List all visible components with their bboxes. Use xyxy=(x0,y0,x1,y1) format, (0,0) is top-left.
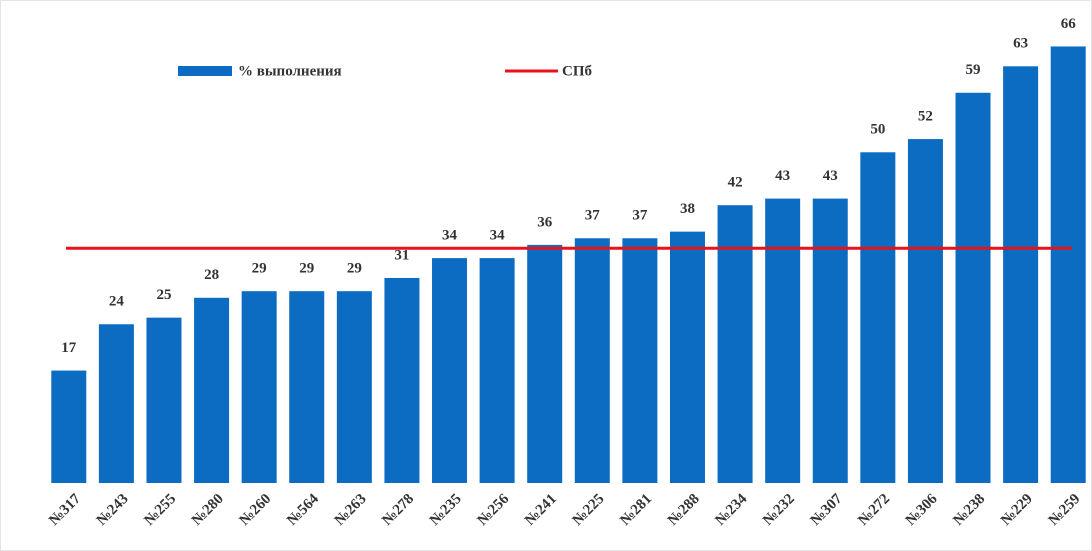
x-tick-label: №259 xyxy=(1046,491,1084,529)
data-label: 38 xyxy=(680,201,695,217)
data-label: 29 xyxy=(299,261,314,277)
x-tick-label: №564 xyxy=(284,491,322,529)
bar xyxy=(812,198,848,484)
bar xyxy=(479,258,515,483)
bar xyxy=(860,152,896,484)
x-tick-label: №306 xyxy=(903,491,941,529)
bar xyxy=(907,139,943,484)
data-label: 29 xyxy=(252,261,267,277)
data-label: 42 xyxy=(728,175,743,191)
x-tick-label: №307 xyxy=(808,491,846,529)
bar xyxy=(622,238,658,483)
data-label: 31 xyxy=(394,247,409,263)
x-tick-label: №280 xyxy=(189,491,227,529)
x-tick-label: №229 xyxy=(998,491,1036,529)
bar xyxy=(384,277,420,483)
x-tick-label: №234 xyxy=(712,491,750,529)
bar xyxy=(336,291,372,483)
legend-label: СПб xyxy=(562,63,592,79)
x-tick-label: №255 xyxy=(141,491,179,529)
data-label: 36 xyxy=(537,214,553,230)
bar xyxy=(669,231,705,483)
data-label: 43 xyxy=(775,168,790,184)
bar xyxy=(574,238,610,483)
data-label: 28 xyxy=(204,267,219,283)
data-label: 17 xyxy=(61,340,77,356)
data-label: 34 xyxy=(490,228,506,244)
data-label: 43 xyxy=(823,168,838,184)
legend-label: % выполнения xyxy=(238,63,342,79)
x-tick-label: №288 xyxy=(665,491,703,529)
bar xyxy=(98,324,134,483)
x-tick-label: №241 xyxy=(522,491,560,529)
bar xyxy=(146,317,182,483)
data-label: 29 xyxy=(347,261,362,277)
bar xyxy=(194,297,230,483)
x-tick-label: №235 xyxy=(427,491,465,529)
legend-swatch xyxy=(178,66,232,76)
x-tick-label: №232 xyxy=(760,491,798,529)
bar xyxy=(1003,66,1039,484)
x-tick-label: №281 xyxy=(617,491,655,529)
data-label: 37 xyxy=(632,208,648,224)
bar xyxy=(527,244,563,483)
x-tick-label: №225 xyxy=(570,491,608,529)
bar xyxy=(765,198,801,484)
x-tick-label: №256 xyxy=(474,491,512,529)
bar xyxy=(51,370,87,483)
bar xyxy=(717,205,753,483)
x-tick-label: №243 xyxy=(94,491,132,529)
x-tick-label: №263 xyxy=(332,491,370,529)
data-label: 34 xyxy=(442,228,458,244)
x-tick-label: №238 xyxy=(950,491,988,529)
bar xyxy=(432,258,468,483)
data-label: 66 xyxy=(1061,16,1077,32)
data-label: 63 xyxy=(1013,36,1028,52)
data-label: 25 xyxy=(156,287,171,303)
bar xyxy=(1050,46,1086,483)
x-tick-label: №278 xyxy=(379,491,417,529)
x-tick-label: №272 xyxy=(855,491,893,529)
data-label: 50 xyxy=(870,122,885,138)
x-tick-label: №317 xyxy=(46,491,84,529)
data-label: 24 xyxy=(109,294,125,310)
bar xyxy=(955,92,991,483)
bar xyxy=(289,291,325,483)
data-label: 37 xyxy=(585,208,601,224)
bar xyxy=(241,291,277,483)
data-label: 59 xyxy=(966,62,981,78)
data-label: 52 xyxy=(918,108,933,124)
x-tick-label: №260 xyxy=(237,491,275,529)
